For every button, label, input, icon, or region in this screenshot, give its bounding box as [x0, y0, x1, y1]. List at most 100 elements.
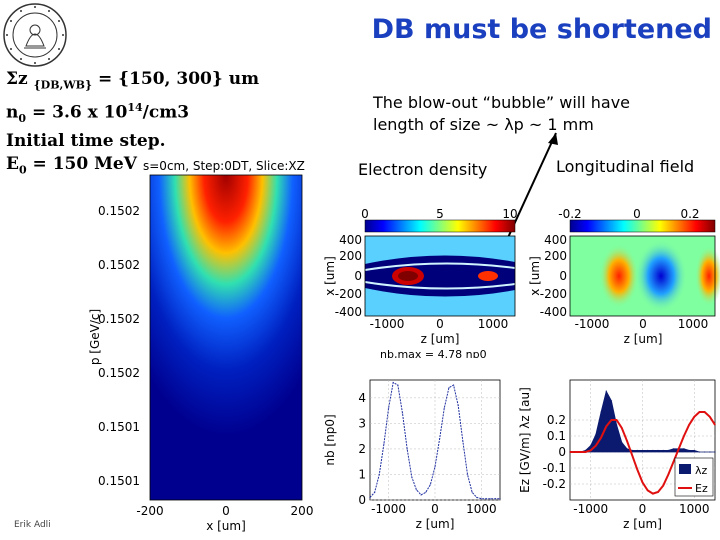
field-colorbar: [569, 219, 716, 233]
data-point: [579, 451, 582, 453]
field-positive-lobe-2: [695, 246, 720, 306]
data-point: [378, 473, 381, 476]
data-point: [471, 491, 473, 494]
data-point: [631, 454, 633, 456]
bubble-note-line1: The blow-out “bubble” will have: [373, 93, 631, 112]
data-point: [703, 451, 706, 453]
x-axis-label: z [um]: [623, 517, 662, 531]
data-point: [615, 419, 618, 421]
data-point: [667, 473, 670, 476]
footer-author: Erik Adli: [14, 520, 51, 530]
density-xtick: -1000: [370, 317, 405, 331]
data-point: [626, 440, 628, 442]
density-map-frame: [364, 235, 516, 317]
param-sigma-z: Σz {DB,WB} = {150, 300} um: [6, 69, 260, 92]
data-point: [677, 448, 680, 450]
legend-entry: Ez: [695, 482, 708, 495]
phase-plot-header: s=0cm, Step:0DT, Slice:XZ: [143, 159, 305, 173]
data-point: [703, 411, 706, 413]
x-axis-label: z [um]: [416, 517, 455, 531]
data-point: [620, 441, 623, 444]
data-point: [595, 433, 597, 436]
data-point: [688, 449, 690, 452]
param-energy: E0 = 150 MeV: [6, 154, 137, 177]
data-point: [662, 449, 665, 452]
data-point: [600, 436, 602, 439]
density-annotation: nb,max = 4.78 np0: [380, 348, 487, 358]
y-axis-label: nb [np0]: [323, 414, 337, 465]
data-point: [392, 381, 395, 384]
phase-space-plot: s=0cm, Step:0DT, Slice:XZ 0.1502 0.1502 …: [88, 159, 313, 533]
phase-plot-frame: [149, 174, 303, 501]
data-point: [466, 473, 469, 476]
data-point: [397, 384, 399, 386]
field-ytick: 400: [544, 233, 567, 247]
param-time-step: Initial time step.: [6, 131, 166, 152]
data-point: [429, 483, 432, 486]
x-tick-label: 0: [431, 502, 439, 516]
data-point: [683, 435, 685, 437]
data-point: [438, 437, 441, 440]
density-line-chart: -1000 0 1000 0 1 2 3 4 z [um] nb [np0]: [323, 379, 501, 531]
bubble-note-line2: length of size ~ λp ~ 1 mm: [373, 115, 594, 134]
y-tick-label: 0: [358, 493, 366, 507]
seal-rim-decoration: [6, 6, 64, 64]
data-point: [448, 386, 450, 389]
density-ytick: -200: [335, 287, 362, 301]
phase-ytick: 0.1501: [98, 420, 140, 434]
y-tick-label: 0.1: [547, 429, 566, 443]
data-point: [605, 390, 608, 392]
witness-bunch: [478, 271, 498, 281]
phase-ytick: 0.1501: [98, 474, 140, 488]
field-ytick: 0: [559, 269, 567, 283]
data-point: [709, 451, 711, 453]
data-point: [652, 492, 654, 495]
data-point: [443, 407, 446, 409]
phase-ytick: 0.1502: [98, 204, 140, 218]
data-point: [672, 448, 675, 450]
y-tick-label: 0: [558, 445, 566, 459]
x-tick-label: -1000: [371, 502, 406, 516]
electron-density-label: Electron density: [358, 160, 488, 179]
data-point: [641, 449, 644, 452]
data-point: [662, 484, 665, 487]
field-xtick: 0: [639, 317, 647, 331]
field-map: -0.2 0 0.2 400 200 0 -200 -400 -1000 0 1…: [528, 207, 720, 346]
data-point: [480, 497, 483, 500]
data-point: [631, 449, 633, 452]
data-point: [406, 448, 408, 450]
data-point: [415, 488, 418, 491]
data-point: [620, 427, 623, 429]
field-xtick: -1000: [575, 317, 610, 331]
density-sheath: [364, 262, 516, 290]
phase-ytick: 0.1502: [98, 312, 140, 326]
data-point: [698, 411, 701, 413]
legend-swatch: [679, 464, 691, 474]
density-cbar-tick: 10: [502, 207, 517, 221]
data-point: [714, 451, 716, 453]
data-point: [672, 460, 675, 463]
data-point: [652, 449, 654, 452]
field-ylabel: x [um]: [528, 256, 542, 296]
density-colorbar: [364, 219, 516, 233]
phase-ytick: 0.1502: [98, 258, 140, 272]
field-line-chart: -1000 0 1000 -0.2 -0.1 0 0.1 0.2 z [um] Ez [GV/m]…: [518, 379, 716, 531]
field-xlabel: z [um]: [624, 332, 663, 346]
data-point: [589, 444, 592, 447]
series-area-λz: [570, 390, 715, 453]
drive-bunch-core: [398, 271, 418, 281]
data-point: [636, 468, 639, 471]
data-point: [693, 449, 696, 452]
data-point: [615, 424, 618, 426]
data-point: [369, 496, 371, 499]
data-point: [698, 451, 701, 453]
field-negative-lobe: [635, 240, 687, 312]
density-ytick: 0: [354, 269, 362, 283]
density-xtick: 0: [436, 317, 444, 331]
data-point: [657, 491, 659, 493]
field-cbar-tick: 0.2: [680, 207, 699, 221]
data-point: [383, 443, 385, 445]
data-point: [693, 416, 696, 418]
density-xlabel: z [um]: [421, 332, 460, 346]
y-tick-label: -0.2: [543, 477, 566, 491]
